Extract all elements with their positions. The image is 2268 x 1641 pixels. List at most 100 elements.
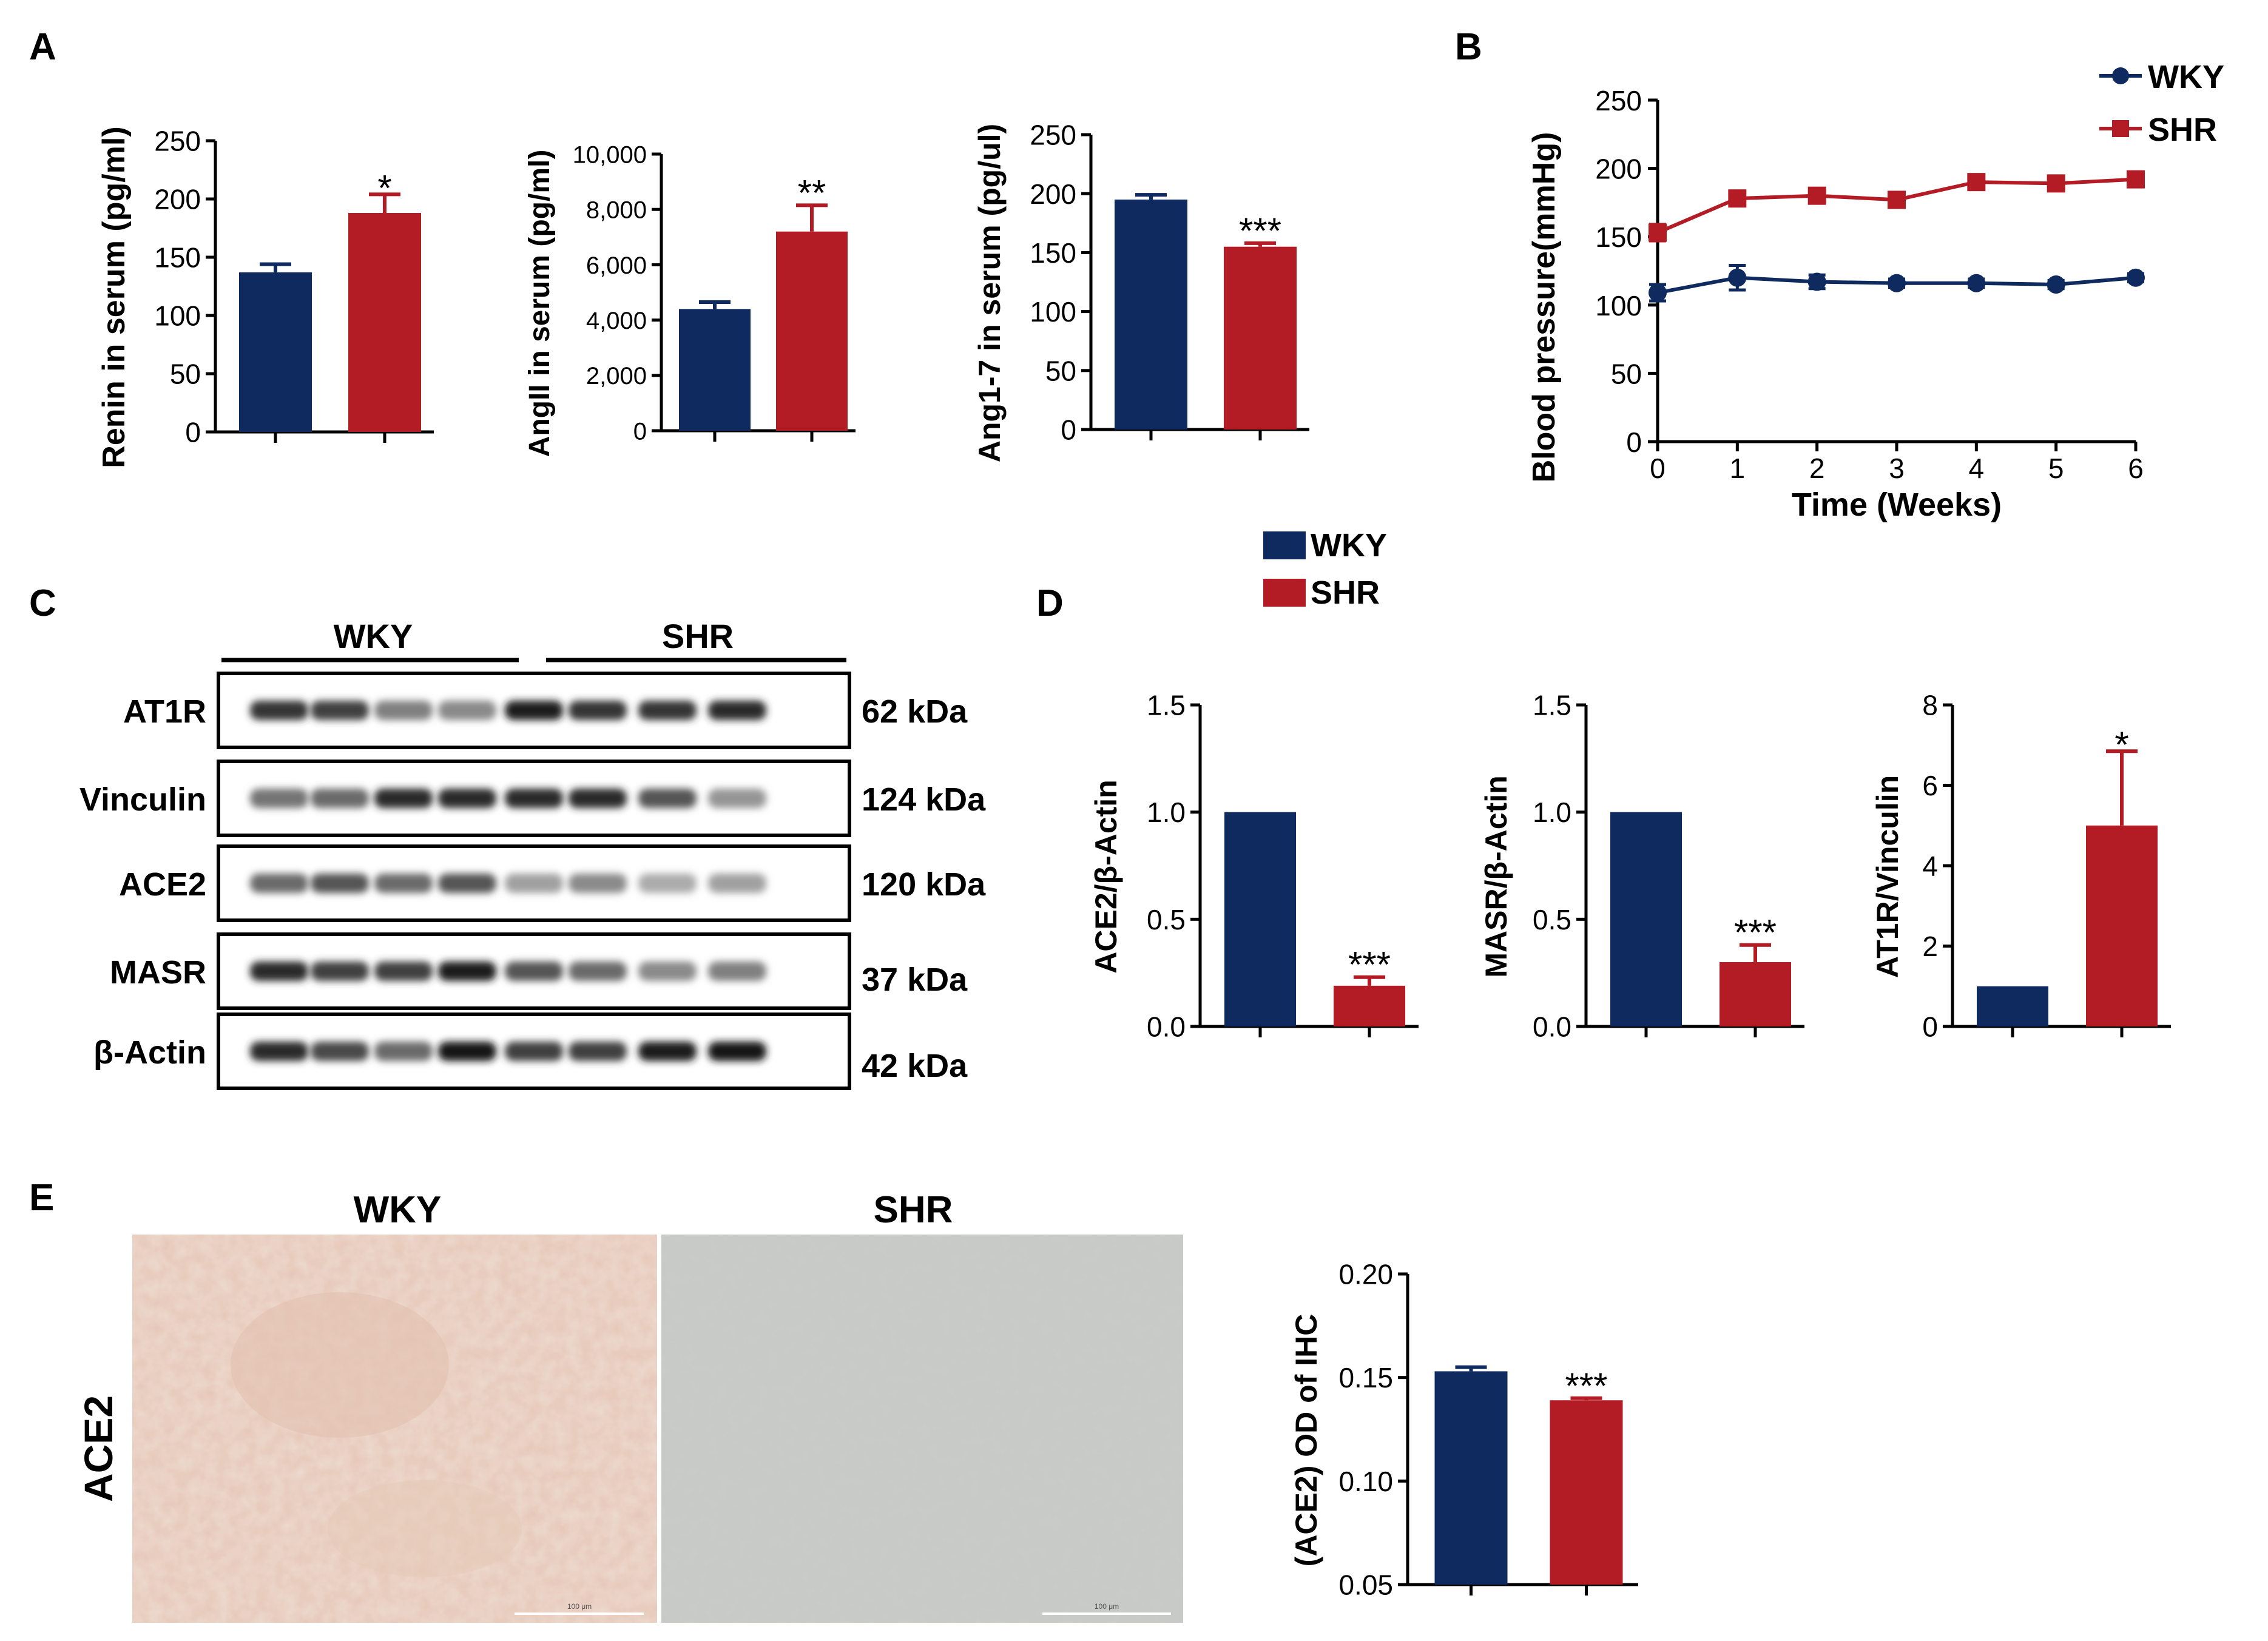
- ihc-image-shr: 100 μm: [661, 1235, 1183, 1623]
- y-tick-label: 250: [154, 126, 201, 157]
- bar-shr: [1720, 962, 1791, 1026]
- data-point-shr: [1888, 190, 1906, 209]
- y-axis-label: Ang1-7 in serum (pg/ul): [973, 124, 1007, 462]
- data-point-shr: [1649, 223, 1667, 242]
- blot-protein-label: AT1R: [123, 693, 206, 730]
- y-tick-label: 0.10: [1338, 1466, 1393, 1497]
- y-tick-label: 8,000: [586, 197, 647, 224]
- chart-renin: 0 50 100 150 200 250 * Renin in serum (pg/ml): [96, 126, 434, 468]
- legend-swatch-shr: [1263, 579, 1306, 607]
- y-axis-label: Blood pressure(mmHg): [1527, 132, 1562, 483]
- y-tick-label: 100: [1030, 296, 1076, 328]
- blot-band: [438, 701, 496, 720]
- significance-label: ***: [1565, 1366, 1607, 1406]
- y-tick-label: 8: [1922, 690, 1938, 721]
- bar-shr: [1224, 246, 1297, 430]
- panel-label-e: E: [29, 1177, 54, 1219]
- chart-angii: 0 2,000 4,000 6,000 8,000 10,000 ** AngII in se…: [524, 141, 856, 457]
- y-tick-label: 1.5: [1147, 690, 1186, 721]
- y-tick-label: 6,000: [586, 252, 647, 279]
- chart-ace2-ratio: 0.0 0.5 1.0 1.5 *** ACE2/β-Actin: [1089, 690, 1419, 1043]
- x-tick-label: 3: [1889, 453, 1905, 484]
- group-legend: WKY SHR: [1263, 527, 1387, 611]
- significance-label: *: [377, 167, 391, 208]
- data-point-wky: [2047, 275, 2065, 294]
- blot-band: [311, 789, 369, 808]
- y-tick-label: 6: [1922, 770, 1938, 801]
- bar-shr: [348, 213, 421, 432]
- y-tick-label: 0: [185, 417, 201, 448]
- y-tick-label: 4,000: [586, 308, 647, 334]
- blot-band: [374, 962, 433, 981]
- blot-band: [569, 1042, 627, 1061]
- data-point-shr: [1967, 173, 1986, 192]
- data-point-wky: [1728, 268, 1747, 287]
- blot-band: [505, 962, 563, 981]
- y-tick-label: 2,000: [586, 363, 647, 389]
- blot-band: [708, 1042, 766, 1061]
- ihc-panel: WKY SHR ACE2 100 μm 100 μm: [76, 1189, 1183, 1623]
- y-tick-label: 200: [154, 184, 201, 215]
- blot-band: [638, 962, 697, 981]
- y-tick-label: 50: [170, 359, 201, 390]
- blot-band: [374, 1042, 433, 1061]
- blot-band: [708, 789, 766, 808]
- blot-protein-label: β-Actin: [93, 1034, 206, 1071]
- bar-wky: [1610, 812, 1682, 1026]
- blot-band: [250, 874, 308, 893]
- bar-wky: [1434, 1371, 1508, 1585]
- blot-band: [569, 874, 627, 893]
- chart-ang1-7: 0 50 100 150 200 250 *** Ang1-7 in serum (pg/ul…: [973, 120, 1309, 462]
- data-point-shr: [2127, 170, 2145, 189]
- y-axis-label: ACE2/β-Actin: [1089, 780, 1123, 973]
- blot-protein-label: Vinculin: [79, 781, 206, 818]
- panel-label-c: C: [29, 582, 56, 624]
- bar-wky: [239, 272, 312, 432]
- y-tick-label: 100: [154, 300, 201, 332]
- blot-band: [311, 1042, 369, 1061]
- y-tick-label: 1.0: [1147, 797, 1186, 828]
- blot-band: [505, 701, 563, 720]
- blot-band: [638, 874, 697, 893]
- data-point-wky: [1649, 283, 1667, 302]
- y-tick-label: 250: [1030, 120, 1076, 151]
- significance-label: **: [798, 172, 826, 213]
- blot-band: [438, 962, 496, 981]
- western-blot: WKY SHR AT1R 62 kDa Vinculin 124 kDa ACE2 120…: [79, 617, 986, 1090]
- blot-kda-label: 37 kDa: [862, 962, 968, 998]
- blot-band: [708, 962, 766, 981]
- data-point-wky: [1888, 274, 1906, 292]
- y-tick-label: 2: [1922, 931, 1938, 962]
- y-tick-label: 150: [1595, 221, 1642, 253]
- ihc-title-shr: SHR: [874, 1189, 953, 1231]
- blot-band: [311, 962, 369, 981]
- y-tick-label: 0.5: [1147, 904, 1186, 935]
- y-tick-label: 0: [1061, 414, 1076, 446]
- bar-shr: [776, 231, 848, 431]
- blot-band: [250, 789, 308, 808]
- chart-ihc-od: 0.05 0.10 0.15 0.20 *** (ACE2) OD of IHC: [1289, 1259, 1638, 1601]
- bar-wky: [1115, 199, 1187, 430]
- bar-wky: [1977, 986, 2048, 1026]
- ihc-image-wky: 100 μm: [132, 1235, 657, 1623]
- x-tick-label: 5: [2048, 453, 2064, 484]
- y-tick-label: 150: [154, 242, 201, 274]
- legend-label-shr: SHR: [1311, 575, 1380, 611]
- bar-wky: [679, 309, 751, 431]
- y-tick-label: 50: [1611, 358, 1642, 389]
- significance-label: ***: [1239, 211, 1281, 251]
- panel-label-b: B: [1455, 26, 1482, 68]
- y-tick-label: 0.20: [1338, 1259, 1393, 1290]
- ihc-row-label: ACE2: [76, 1395, 121, 1502]
- blot-band: [374, 789, 433, 808]
- y-tick-label: 0.0: [1147, 1011, 1186, 1043]
- data-point-wky: [1807, 272, 1826, 291]
- blot-band: [505, 1042, 563, 1061]
- y-axis-label: AngII in serum (pg/ml): [524, 150, 556, 457]
- ihc-title-wky: WKY: [354, 1189, 442, 1231]
- wb-group-label-wky: WKY: [334, 617, 413, 655]
- y-tick-label: 250: [1595, 85, 1642, 116]
- blot-kda-label: 124 kDa: [862, 781, 986, 818]
- blot-band: [250, 962, 308, 981]
